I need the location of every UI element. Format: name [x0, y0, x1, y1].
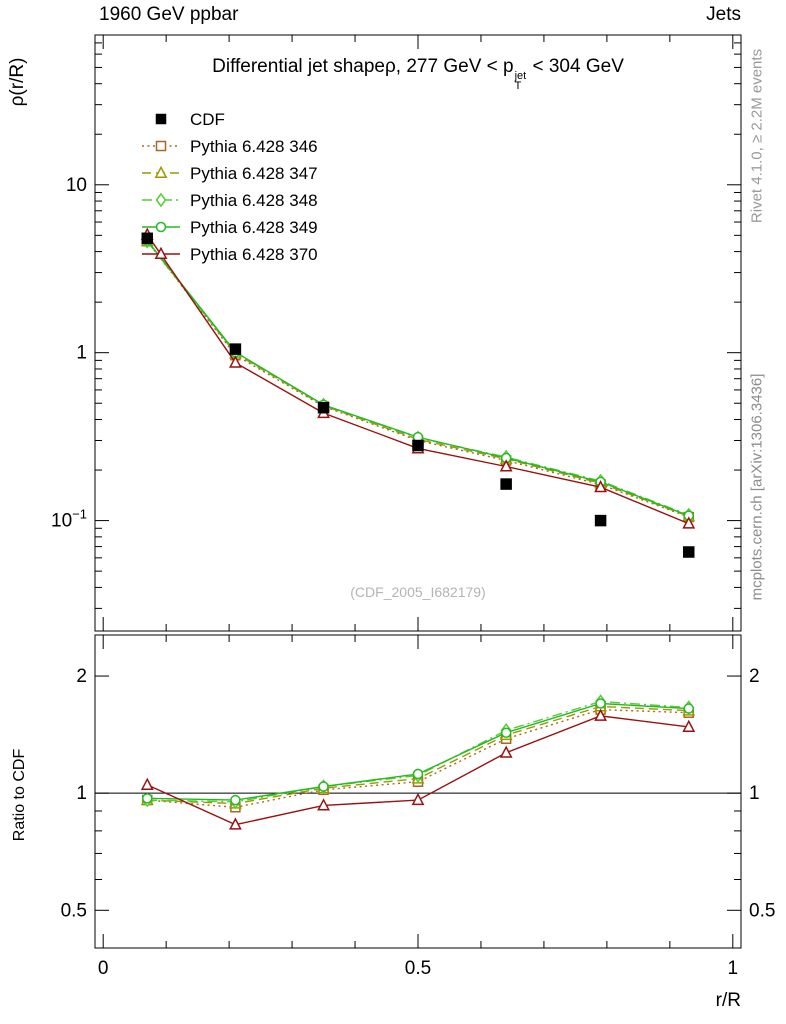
legend-label: Pythia 6.428 348: [190, 191, 318, 210]
legend-label: CDF: [190, 110, 225, 129]
main-series: [140, 227, 696, 529]
tick-label: 2: [76, 666, 87, 687]
tick-label: 2: [749, 666, 760, 687]
tick-label: 10−1: [51, 507, 87, 532]
series-line-pythia-6-428-347: [147, 705, 689, 805]
legend-label: Pythia 6.428 346: [190, 137, 318, 156]
analysis-group-label: Jets: [706, 4, 741, 25]
analysis-id-watermark: (CDF_2005_I682179): [350, 584, 486, 600]
tick-label: 0.5: [749, 900, 775, 921]
series-markers-pythia-6-428-348: [141, 233, 695, 523]
legend-label: Pythia 6.428 349: [190, 218, 318, 237]
cdf-data-markers: [141, 232, 695, 558]
beam-energy-label: 1960 GeV ppbar: [99, 4, 239, 25]
main-panel-ticks: [94, 34, 742, 632]
tick-label: 0.5: [61, 900, 87, 921]
x-axis-title: r/R: [715, 990, 741, 1011]
tick-label: 1: [76, 783, 87, 804]
series-line-pythia-6-428-348: [146, 240, 689, 516]
ratio-markers-pythia-6-428-348: [141, 694, 695, 810]
tick-label: 0.5: [405, 958, 431, 979]
series-line-pythia-6-428-349: [146, 240, 689, 517]
series-markers-pythia-6-428-347: [140, 234, 696, 522]
tick-label: 1: [76, 343, 87, 364]
rivet-version-note: Rivet 4.1.0, ≥ 2.2M events: [748, 48, 766, 224]
series-line-pythia-6-428-370: [146, 234, 689, 525]
legend-item-pythia-6-428-346: Pythia 6.428 346: [142, 137, 318, 156]
series-line-pythia-6-428-347: [146, 240, 689, 517]
series-line-pythia-6-428-346: [147, 708, 689, 809]
legend-item-pythia-6-428-348: Pythia 6.428 348: [142, 191, 318, 210]
plot-title-pre: Differential jet shapeρ, 277 GeV < p: [212, 56, 514, 77]
ratio-panel-ticks: [94, 634, 742, 949]
reference-data: [141, 232, 695, 558]
plot-title: Differential jet shapeρ, 277 GeV < p jet T…: [212, 56, 624, 92]
legend-label: Pythia 6.428 347: [190, 164, 318, 183]
series-line-pythia-6-428-346: [146, 240, 689, 518]
legend-item-pythia-6-428-370: Pythia 6.428 370: [142, 245, 318, 264]
legend: CDF Pythia 6.428 346 Pythia 6.428 347 Pythi…: [142, 110, 318, 264]
series-markers-pythia-6-428-370: [140, 227, 696, 529]
legend-label: Pythia 6.428 370: [190, 245, 318, 264]
y-axis-title: ρ(r/R): [7, 57, 28, 107]
plot-title-post: < 304 GeV: [527, 56, 624, 77]
pt-subscript: T: [514, 80, 522, 92]
legend-item-cdf: CDF: [155, 110, 225, 129]
axis-tick-labels: 10 1 10−1 2 2 1 1 0.5 0.5 0 0.5 1: [51, 175, 775, 979]
pt-superscript: jet: [514, 70, 527, 82]
tick-label: 1: [728, 958, 739, 979]
ratio-markers-pythia-6-428-370: [140, 708, 696, 830]
ratio-markers-pythia-6-428-349: [142, 698, 694, 806]
tick-label: 0: [98, 958, 109, 979]
legend-item-pythia-6-428-347: Pythia 6.428 347: [142, 164, 318, 183]
ratio-axis-title: Ratio to CDF: [11, 748, 28, 842]
tick-label: 10: [66, 175, 87, 196]
mcplots-attribution: mcplots.cern.ch [arXiv:1306.3436]: [748, 373, 766, 601]
series-markers-pythia-6-428-349: [142, 235, 694, 521]
legend-item-pythia-6-428-349: Pythia 6.428 349: [142, 218, 318, 237]
series-markers-pythia-6-428-346: [142, 236, 694, 523]
ratio-series: [140, 694, 696, 830]
ratio-panel-frame: [94, 634, 742, 949]
tick-label: 1: [749, 783, 760, 804]
